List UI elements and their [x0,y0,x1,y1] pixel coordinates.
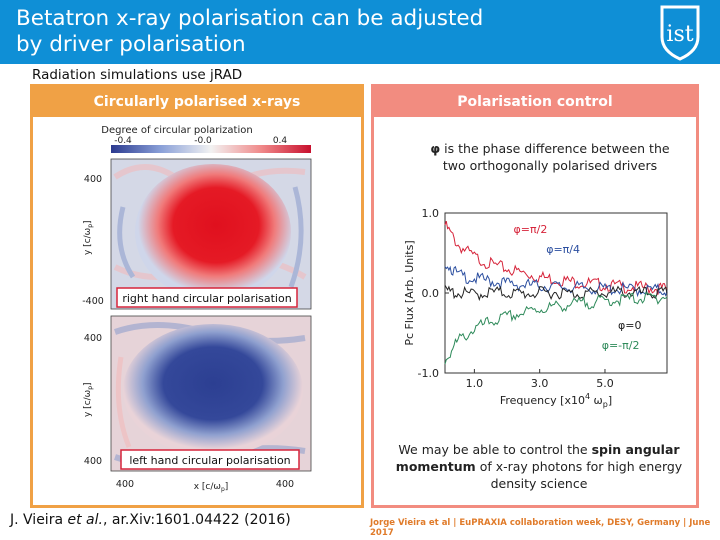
colorbar-tick-max: 0.4 [273,136,288,146]
desc-line-1: is the phase difference between the [440,141,670,156]
note-post: of x-ray photons for high energy [475,459,683,474]
series-label: φ=0 [618,319,641,332]
phi-symbol: φ [430,141,441,156]
x-tick-label: 3.0 [531,377,549,390]
subtitle: Radiation simulations use jRAD [32,67,243,83]
chart-labels: 1.0 0.0 -1.0 1.0 3.0 5.0 φ=π/2 φ=π/4 φ=0 φ=-π/2 Pc… [403,207,642,409]
bottom-map-ylabel: y [c/ωp] [83,382,94,417]
series-line [444,284,668,302]
y-tick-label: 1.0 [422,207,440,220]
top-map-ytick-bottom: -400 [82,296,104,307]
y-tick-label: 0.0 [422,287,440,300]
title-line-2: by driver polarisation [16,32,246,57]
bottom-map-ytick-top: 400 [84,333,102,344]
note-line-3: density science [490,476,588,491]
x-tick-label: 5.0 [596,377,614,390]
note-bold-1: spin angular [591,442,680,457]
series-line [444,291,668,365]
logo-text: ist [666,22,693,47]
right-panel-heading: Polarisation control [374,87,696,117]
series-label: φ=π/4 [546,243,580,256]
header-bar: Betatron x-ray polarisation can be adjus… [0,0,720,64]
colorbar [111,145,311,153]
series-line [444,220,668,295]
x-axis-label: Frequency [x104 ωp] [500,392,612,409]
desc-line-2: two orthogonally polarised drivers [442,158,658,173]
top-map-label-box [116,287,298,308]
polarization-maps: Degree of circular polarization -0.4 -0.… [82,125,312,493]
bottom-map-blue-region [123,324,303,456]
bottom-map-ytick-bottom: 400 [84,456,102,467]
bottom-map-frame [110,315,312,472]
citation: J. Vieira et al., ar.Xiv:1601.04422 (201… [10,512,291,528]
top-map-ylabel: y [c/ωp] [83,220,94,255]
phase-description: φ is the phase difference between the tw… [400,140,700,174]
citation-ref: , ar.Xiv:1601.04422 (2016) [102,512,291,528]
top-map-ytick-top: 400 [84,174,102,185]
bottom-map-xtick-right: 400 [276,479,294,490]
colorbar-tick-min: -0.4 [114,136,132,146]
citation-authors: J. Vieira [10,512,68,528]
right-panel: Polarisation control [371,84,699,508]
slide-title: Betatron x-ray polarisation can be adjus… [16,6,616,58]
bottom-map-xlabel: x [c/ωp] [194,482,229,493]
spin-note: We may be able to control the spin angul… [386,441,692,492]
series-line [444,265,668,298]
colorbar-tick-mid: -0.0 [194,136,212,146]
series-label: φ=-π/2 [602,339,640,352]
left-panel-heading: Circularly polarised x-rays [33,87,361,117]
y-tick-label: -1.0 [418,367,439,380]
citation-etal: et al. [67,512,103,528]
y-axis-label: Pc Flux [Arb. Units] [403,240,416,345]
pc-flux-chart: 1.0 0.0 -1.0 1.0 3.0 5.0 φ=π/2 φ=π/4 φ=0 φ=-π/2 Pc… [403,207,668,409]
chart-series [444,220,668,365]
bottom-map-xtick-left: 400 [116,479,134,490]
bottom-map-label: left hand circular polarisation [129,454,290,467]
top-map-red-region [135,164,291,300]
ist-shield-logo: ist [660,5,700,61]
series-label: φ=π/2 [514,223,548,236]
colorbar-title: Degree of circular polarization [101,125,252,136]
x-tick-label: 1.0 [466,377,484,390]
note-bold-2: momentum [395,459,476,474]
note-pre: We may be able to control the [398,442,592,457]
title-line-1: Betatron x-ray polarisation can be adjus… [16,6,484,31]
top-map-label: right hand circular polarisation [122,292,291,305]
footer: Jorge Vieira et al | EuPRAXIA collaborat… [370,518,711,538]
top-map-frame [110,158,312,310]
bottom-map-label-box [120,449,300,470]
